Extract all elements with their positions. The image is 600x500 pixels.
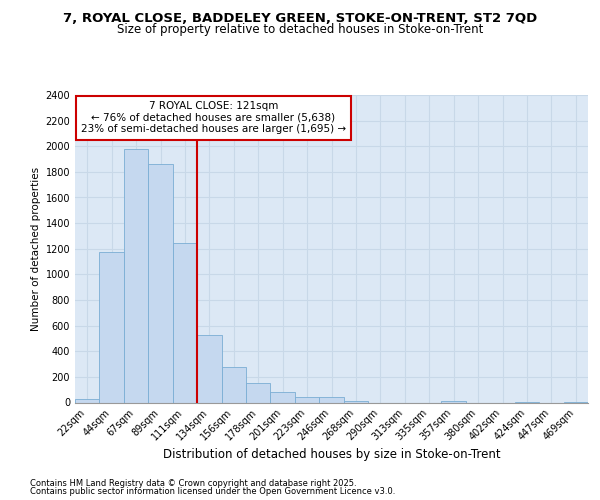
Bar	[271, 392, 295, 402]
Text: 7 ROYAL CLOSE: 121sqm
← 76% of detached houses are smaller (5,638)
23% of semi-d: 7 ROYAL CLOSE: 121sqm ← 76% of detached …	[81, 101, 346, 134]
Bar	[197, 335, 221, 402]
Bar	[100, 252, 124, 402]
Bar	[75, 398, 100, 402]
Bar	[124, 150, 148, 402]
Bar	[295, 398, 319, 402]
Text: Size of property relative to detached houses in Stoke-on-Trent: Size of property relative to detached ho…	[117, 22, 483, 36]
Text: 7, ROYAL CLOSE, BADDELEY GREEN, STOKE-ON-TRENT, ST2 7QD: 7, ROYAL CLOSE, BADDELEY GREEN, STOKE-ON…	[63, 12, 537, 26]
Bar	[319, 398, 344, 402]
Bar	[344, 400, 368, 402]
Bar	[442, 401, 466, 402]
Bar	[148, 164, 173, 402]
Bar	[173, 243, 197, 402]
Bar	[246, 382, 271, 402]
Text: Contains public sector information licensed under the Open Government Licence v3: Contains public sector information licen…	[30, 487, 395, 496]
Y-axis label: Number of detached properties: Number of detached properties	[31, 166, 41, 331]
Text: Contains HM Land Registry data © Crown copyright and database right 2025.: Contains HM Land Registry data © Crown c…	[30, 478, 356, 488]
X-axis label: Distribution of detached houses by size in Stoke-on-Trent: Distribution of detached houses by size …	[163, 448, 500, 461]
Bar	[221, 368, 246, 402]
